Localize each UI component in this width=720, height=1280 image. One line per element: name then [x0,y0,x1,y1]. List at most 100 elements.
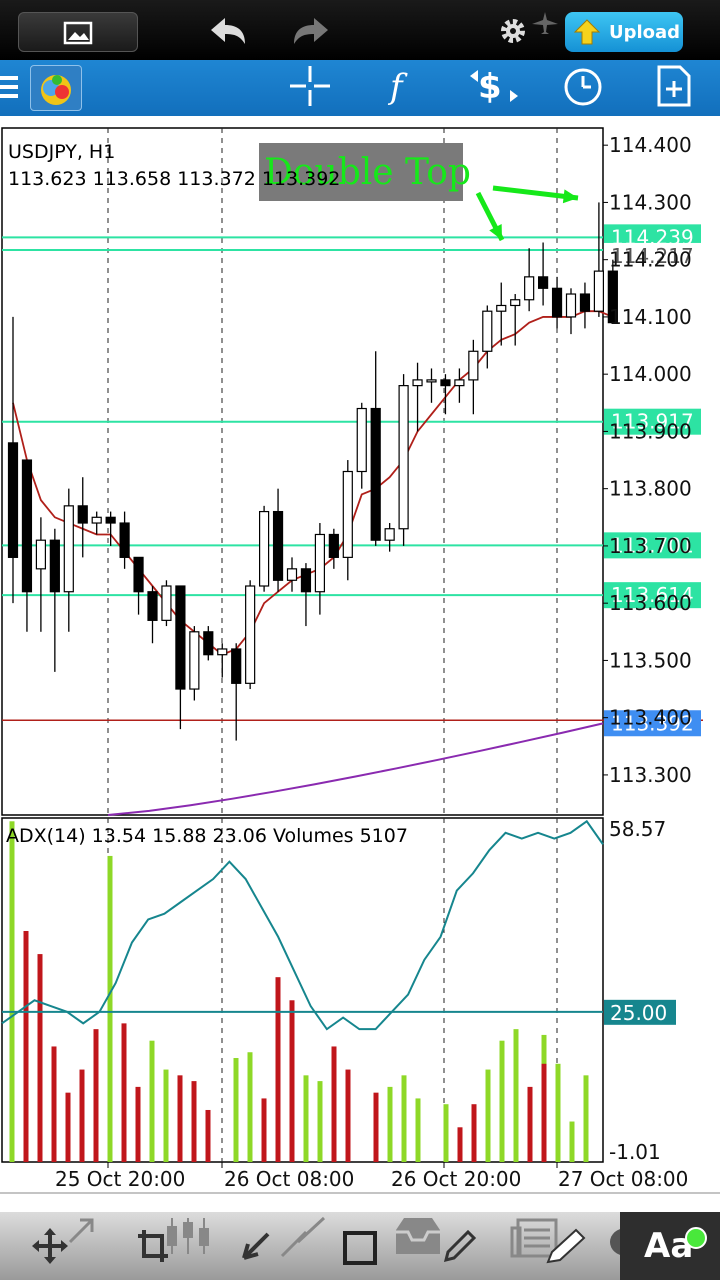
candle [286,557,298,592]
text-tool-button[interactable]: Aa [620,1212,720,1280]
crop-icon[interactable] [136,1228,170,1266]
price-tick-label: 113.900 [609,419,692,443]
candle-body [147,591,158,621]
volume-bar-up [163,1069,169,1162]
annotation-arrow-right-head [562,189,578,204]
candle [440,374,451,415]
arrow-tool-icon[interactable] [240,1228,274,1262]
volume-bar-down [93,1029,99,1162]
double-top-annotation: Double Top [259,143,579,242]
volume-bar-down [191,1081,197,1162]
volume-bar-up [233,1058,239,1162]
candle-body [607,270,618,324]
candle [133,556,144,615]
adx-volume-pane: 25.00 58.57 -1.01 [1,817,676,1164]
price-tick-label: 113.600 [609,591,692,615]
inbox-icon[interactable] [394,1216,442,1256]
candle [342,460,353,581]
candlesticks [7,202,618,741]
pencil-icon[interactable] [440,1226,480,1266]
level-tag [604,408,701,435]
volume-bar-up [513,1029,519,1162]
price-chart[interactable]: 114.239114.217113.917113.701113.614113.3… [0,126,720,1194]
trade-icon[interactable]: $ [468,64,520,108]
app-logo-icon[interactable] [30,65,82,111]
adx-level-label: 25.00 [610,1001,667,1025]
candle-body [286,568,298,581]
volume-bar-down [373,1092,379,1162]
new-order-icon[interactable] [656,64,692,108]
volume-bar-down [261,1098,267,1162]
screenshot-button[interactable] [18,12,138,52]
indicators-icon[interactable]: f [386,66,416,106]
candle-body [203,631,214,656]
volume-bar-down [289,1000,295,1162]
volume-bar-up [569,1121,575,1162]
candle [217,643,228,678]
rectangle-icon[interactable] [342,1230,378,1266]
candle [21,459,33,632]
candle-body [272,510,284,581]
volume-bar-up [247,1052,253,1162]
price-tick-label: 114.100 [609,305,692,329]
undo-icon[interactable] [205,14,249,50]
current-price-label: 113.392 [611,711,694,735]
price-tick-label: 113.300 [609,763,692,787]
candle-body [119,522,130,558]
level-tag [604,532,701,559]
candle [272,488,284,592]
candle-body [510,299,521,307]
candle-body [468,350,479,381]
candle-body [537,276,549,289]
candle [7,316,19,604]
time-label: 26 Oct 08:00 [224,1167,354,1191]
candle [147,586,158,644]
crosshair-icon[interactable] [288,64,332,108]
volume-bar-down [135,1086,141,1162]
candle [231,643,242,741]
redo-icon[interactable] [290,14,334,50]
candle [607,259,618,324]
candle-body [565,293,577,318]
candle-body [328,533,339,558]
volume-bar-down [177,1075,183,1162]
candle-body [161,585,172,621]
candle [496,282,507,346]
main-pane-frame [1,127,604,816]
ohlc-label: 113.623 113.658 113.372 113.392 [8,168,341,190]
draw-icon[interactable] [544,1226,588,1266]
candle-body [593,270,605,312]
volume-bar-down [541,1063,547,1162]
candle [314,523,325,615]
indicator-label: ADX(14) 13.54 15.88 23.06 Volumes 5107 [6,825,408,847]
volume-bar-down [23,930,29,1162]
adx-line [1,819,604,1031]
volume-bar-down [331,1046,337,1162]
chart-type-icon[interactable] [162,1214,214,1258]
news-icon[interactable] [510,1216,558,1260]
timeframe-icon[interactable] [562,66,604,108]
volume-bar-up [317,1081,323,1162]
move-icon[interactable] [30,1226,70,1266]
candle [510,294,521,346]
candle [77,477,88,558]
candle [49,528,60,672]
upload-button[interactable]: Upload [565,12,683,52]
trendline-icon[interactable] [280,1216,326,1258]
symbol-label: USDJPY, H1 [8,141,116,163]
volume-bar-down [471,1104,477,1162]
candle [119,511,130,569]
horizontal-levels: 114.239114.217113.917113.701113.614113.3… [2,224,703,737]
menu-icon[interactable] [0,72,20,102]
volume-bar-up [415,1098,421,1162]
candle-body [356,407,367,473]
volume-bar-up [149,1040,155,1162]
bottom-toolbar [0,1212,720,1280]
settings-icon[interactable] [496,14,530,48]
candle [370,351,381,546]
candle [468,339,479,415]
screenshot-icon [63,21,93,45]
candle [300,563,312,627]
annotation-box [259,143,463,201]
chart-toolbar [0,60,720,116]
